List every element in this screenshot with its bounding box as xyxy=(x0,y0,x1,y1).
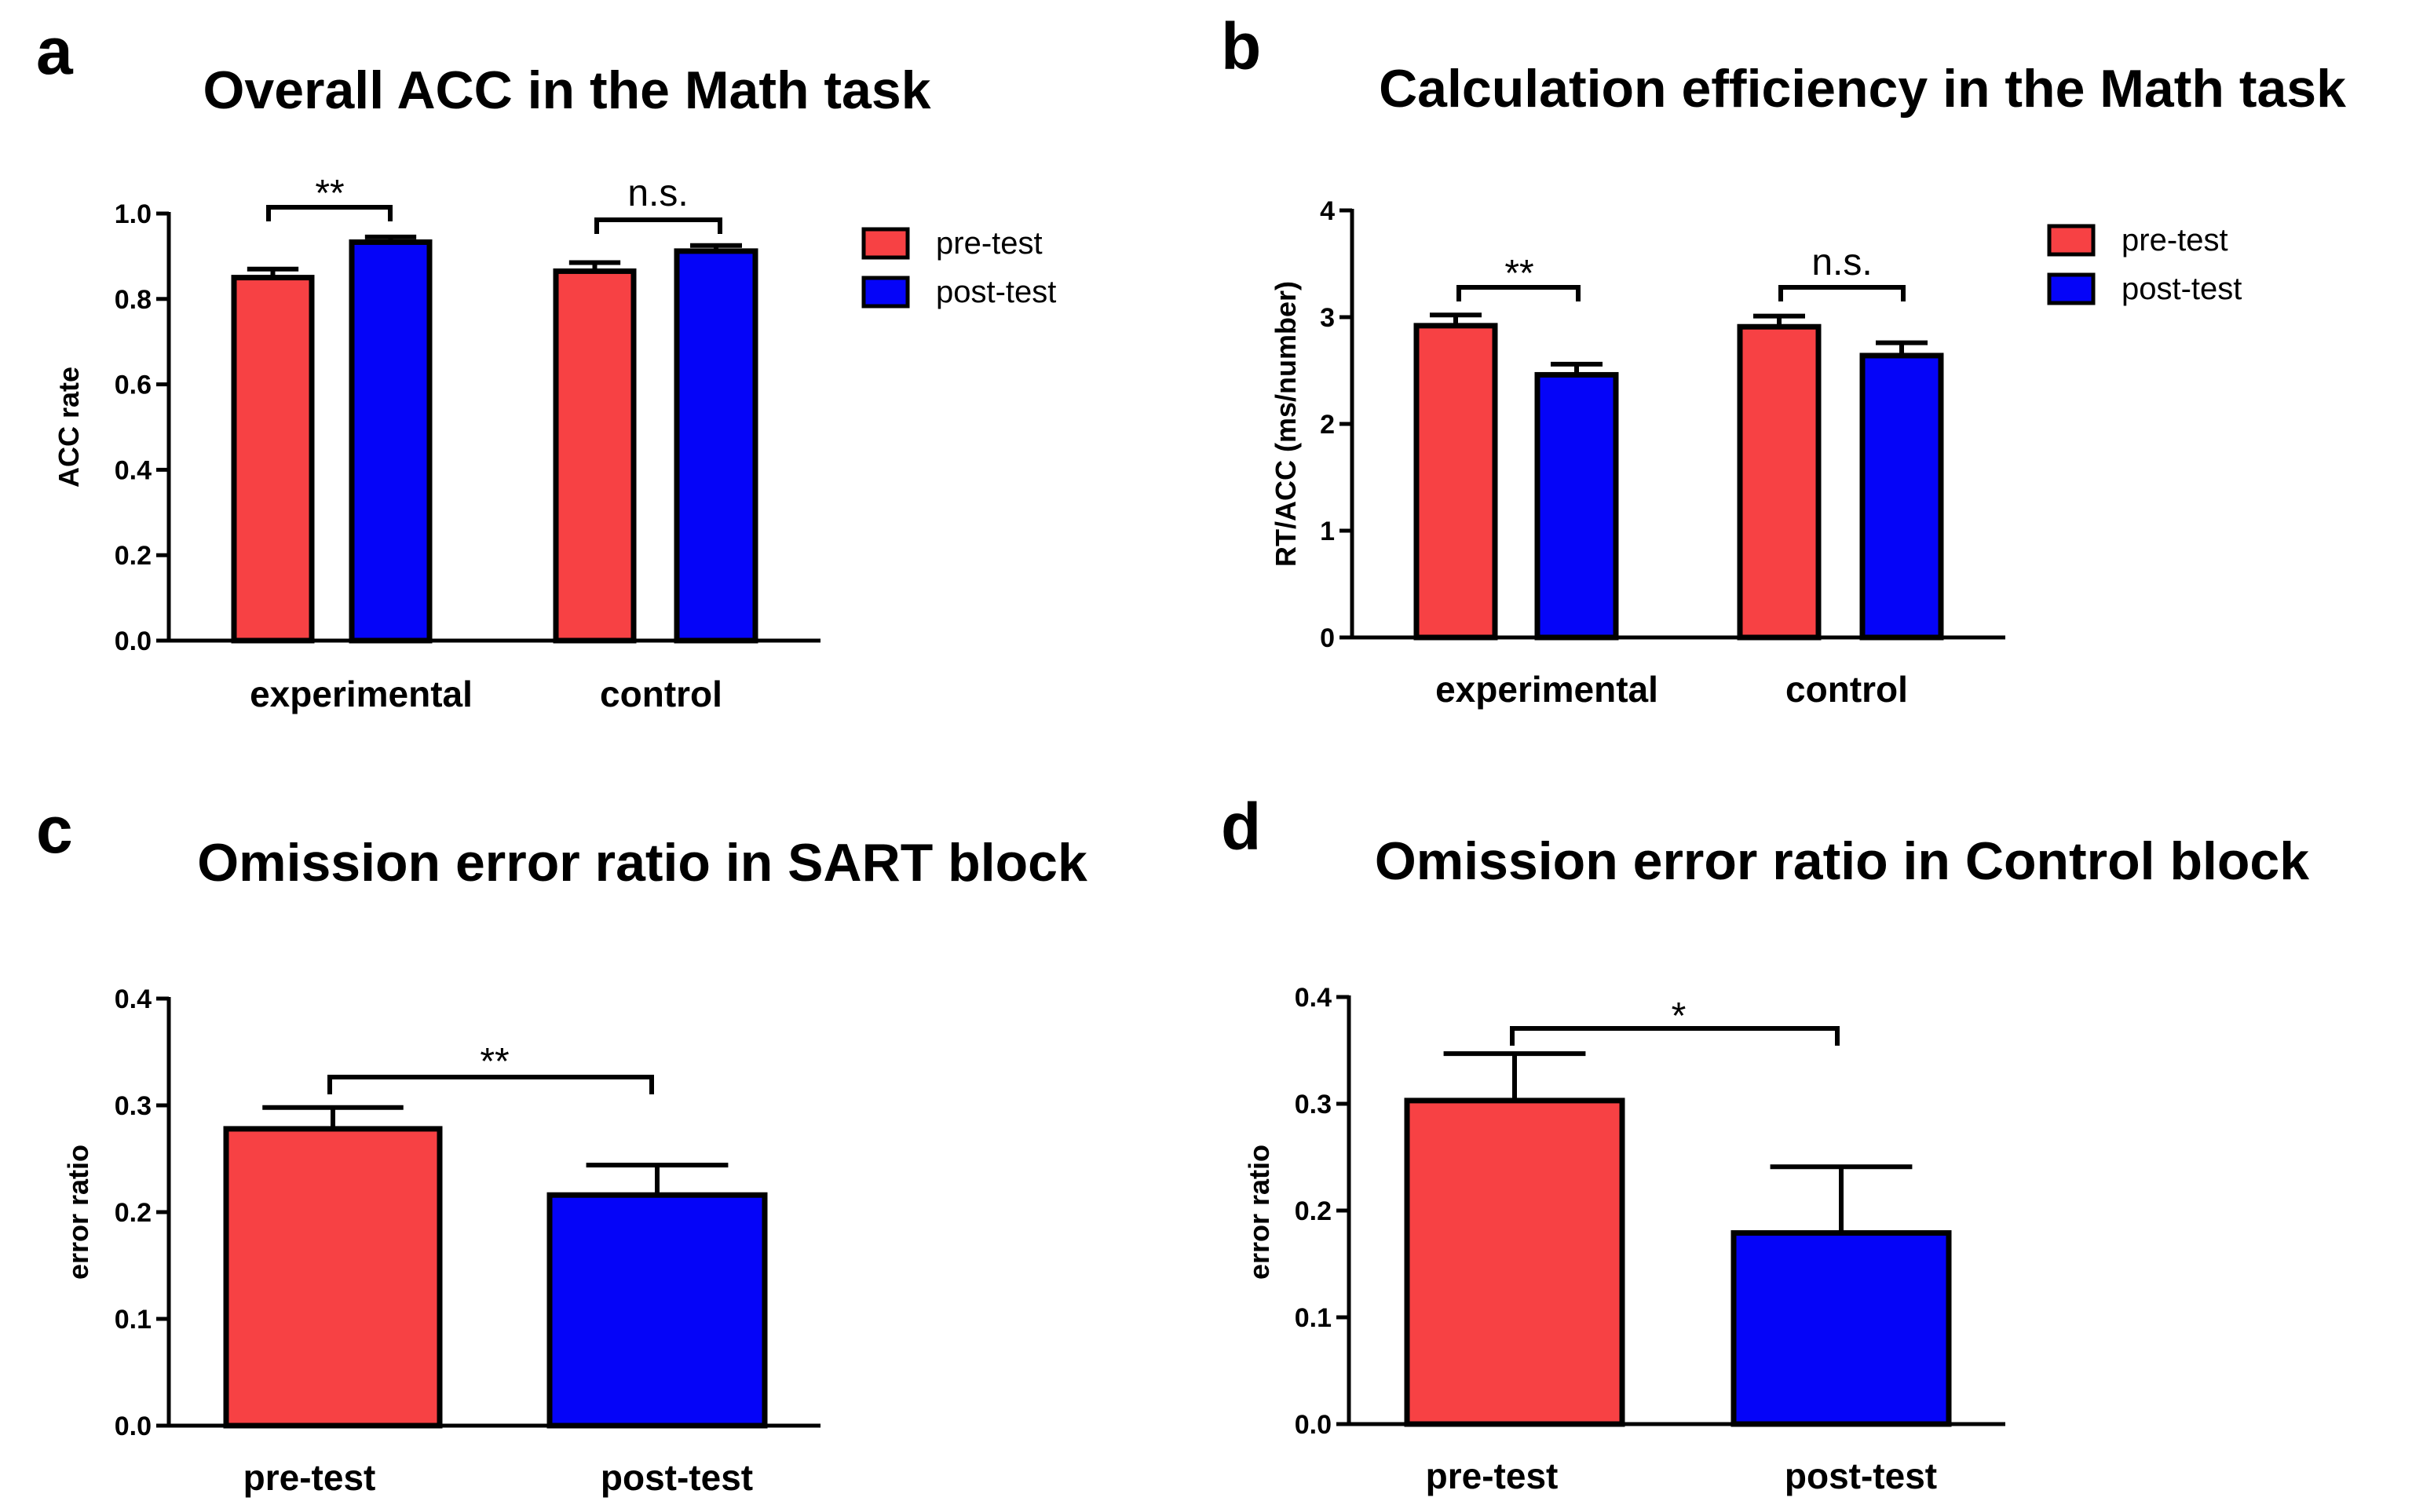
error-bar-experimental-pre-test xyxy=(247,266,299,278)
panel-letter: b xyxy=(1221,9,1261,83)
significance-bracket xyxy=(1510,1026,1840,1046)
y-tick-label: 0.4 xyxy=(1295,983,1332,1013)
y-tick-label: 4 xyxy=(1320,196,1335,226)
legend-label: pre-test xyxy=(2122,223,2228,257)
y-tick-label: 0.4 xyxy=(115,455,152,485)
panel-a: a Overall ACC in the Math task 0.0 0.2 0.4 0.… xyxy=(36,14,1056,714)
y-tick-label: 0.2 xyxy=(115,541,152,571)
significance-label: ** xyxy=(1504,253,1533,294)
y-axis-label: error ratio xyxy=(1243,1145,1275,1280)
panel-letter: c xyxy=(36,793,73,867)
error-bar-control-pre-test xyxy=(1753,313,1805,327)
error-bar-control-post-test xyxy=(690,243,742,251)
y-tick-label: 0.4 xyxy=(115,984,152,1014)
significance-label: n.s. xyxy=(627,173,688,214)
bar-post-test-error ratio xyxy=(1730,1230,1952,1427)
panel-c: c Omission error ratio in SART block 0.0 0.… xyxy=(36,793,1087,1498)
x-tick-label: experimental xyxy=(1435,669,1658,710)
error-bar-control-pre-test xyxy=(568,260,621,272)
bar-pre-test-error ratio xyxy=(223,1126,443,1429)
significance-label: * xyxy=(1672,995,1687,1037)
y-tick-label: 0.1 xyxy=(1295,1303,1332,1333)
y-tick-label: 0.0 xyxy=(1295,1410,1332,1440)
y-tick-label: 0.3 xyxy=(1295,1090,1332,1119)
bar-experimental-pre-test xyxy=(1413,323,1498,641)
x-tick-label: post-test xyxy=(1785,1455,1937,1496)
chart-title: Omission error ratio in Control block xyxy=(1375,831,2309,891)
y-tick-label: 0.3 xyxy=(115,1091,152,1121)
significance-bracket xyxy=(1778,285,1906,301)
legend-swatch-post-test xyxy=(861,276,910,309)
y-tick-label: 2 xyxy=(1320,410,1335,440)
bar-control-pre-test xyxy=(1737,323,1822,641)
legend-swatch-pre-test xyxy=(861,227,910,260)
error-bar-experimental-pre-test xyxy=(1430,312,1482,326)
significance-bracket xyxy=(1456,285,1581,301)
x-tick-label: post-test xyxy=(601,1457,753,1498)
chart-title: Calculation efficiency in the Math task xyxy=(1379,59,2346,119)
panel-b: b Calculation efficiency in the Math task… xyxy=(1221,9,2346,710)
error-bar-post-test-error ratio xyxy=(1770,1164,1913,1233)
bar-control-post-test xyxy=(1859,352,1944,641)
y-tick-label: 0 xyxy=(1320,623,1335,653)
legend-label: post-test xyxy=(936,275,1056,309)
y-tick-label: 0.2 xyxy=(115,1198,152,1228)
x-tick-label: pre-test xyxy=(243,1457,376,1498)
chart-title: Overall ACC in the Math task xyxy=(203,60,930,120)
y-tick-label: 1.0 xyxy=(115,199,152,229)
significance-bracket xyxy=(594,217,722,234)
panel-letter: d xyxy=(1221,790,1261,864)
y-tick-label: 0.6 xyxy=(115,371,152,400)
error-bar-pre-test-error ratio xyxy=(262,1105,404,1129)
legend: pre-test post-test xyxy=(2047,223,2242,306)
bar-pre-test-error ratio xyxy=(1404,1097,1625,1427)
x-tick-label: pre-test xyxy=(1426,1455,1559,1496)
y-tick-label: 0.8 xyxy=(115,285,152,315)
bar-control-pre-test xyxy=(553,268,637,644)
bar-experimental-pre-test xyxy=(231,275,315,644)
y-tick-label: 3 xyxy=(1320,303,1335,333)
x-tick-label: experimental xyxy=(250,674,473,714)
error-bar-control-post-test xyxy=(1876,340,1928,356)
significance-label: ** xyxy=(480,1041,509,1083)
chart-title: Omission error ratio in SART block xyxy=(197,833,1087,893)
significance-label: ** xyxy=(315,173,344,214)
legend-label: pre-test xyxy=(936,226,1043,261)
y-tick-label: 0.1 xyxy=(115,1305,152,1335)
significance-label: n.s. xyxy=(1811,242,1872,283)
legend-label: post-test xyxy=(2122,272,2242,306)
bar-post-test-error ratio xyxy=(546,1192,768,1429)
bar-control-post-test xyxy=(674,248,758,644)
x-tick-label: control xyxy=(600,674,722,714)
error-bar-experimental-post-test xyxy=(364,234,417,243)
error-bar-pre-test-error ratio xyxy=(1443,1051,1586,1101)
y-tick-label: 1 xyxy=(1320,517,1335,546)
y-axis-label: RT/ACC (ms/number) xyxy=(1270,281,1302,567)
significance-bracket xyxy=(327,1075,654,1094)
legend-swatch-post-test xyxy=(2047,272,2096,305)
panel-letter: a xyxy=(36,14,74,88)
bar-experimental-post-test xyxy=(349,239,433,644)
panel-d: d Omission error ratio in Control block 0.… xyxy=(1221,790,2309,1496)
significance-bracket xyxy=(266,205,393,221)
error-bar-post-test-error ratio xyxy=(586,1163,729,1196)
x-tick-label: control xyxy=(1785,669,1908,710)
y-tick-label: 0.2 xyxy=(1295,1196,1332,1226)
bar-experimental-post-test xyxy=(1534,371,1619,641)
y-tick-label: 0.0 xyxy=(115,626,152,656)
legend-swatch-pre-test xyxy=(2047,224,2096,257)
y-axis-label: ACC rate xyxy=(53,367,85,488)
error-bar-experimental-post-test xyxy=(1551,361,1603,375)
y-tick-label: 0.0 xyxy=(115,1412,152,1441)
legend: pre-test post-test xyxy=(861,226,1056,309)
y-axis-label: error ratio xyxy=(62,1145,94,1280)
